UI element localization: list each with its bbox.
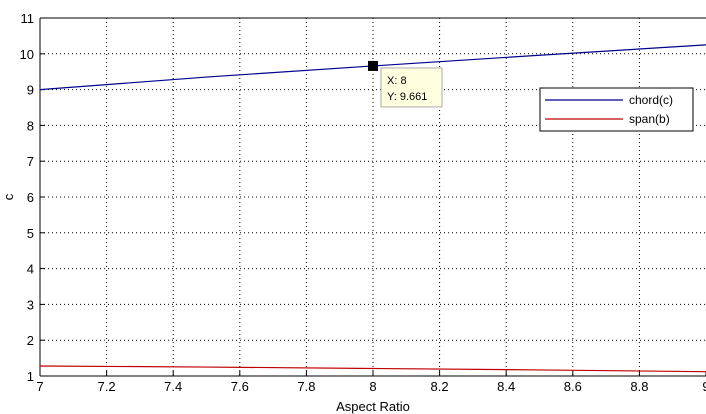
y-tick-label: 11 bbox=[21, 11, 35, 26]
x-tick-label: 9 bbox=[702, 379, 706, 394]
x-tick-label: 7 bbox=[36, 379, 43, 394]
datatip-box bbox=[380, 67, 443, 108]
y-axis-label: c bbox=[1, 193, 16, 200]
legend-label-1: span(b) bbox=[629, 112, 670, 126]
y-tick-label: 2 bbox=[27, 333, 34, 348]
y-tick-label: 8 bbox=[27, 118, 34, 133]
x-tick-label: 8.2 bbox=[431, 379, 449, 394]
x-tick-label: 8 bbox=[369, 379, 376, 394]
x-ticks: 7 7.2 7.4 7.6 7.8 8 8.2 8.4 8.6 8.8 9 bbox=[36, 371, 706, 394]
legend-box bbox=[539, 87, 694, 132]
y-tick-label: 3 bbox=[27, 297, 34, 312]
y-tick-label: 7 bbox=[27, 154, 34, 169]
series-line-1 bbox=[39, 365, 706, 373]
datatip-y-text: Y: 9.661 bbox=[387, 91, 427, 103]
y-tick-label: 4 bbox=[27, 262, 34, 277]
legend[interactable]: chord(c) span(b) bbox=[539, 87, 694, 132]
x-tick-label: 7.4 bbox=[164, 379, 182, 394]
x-tick-label: 7.6 bbox=[231, 379, 249, 394]
x-tick-label: 8.6 bbox=[564, 379, 582, 394]
x-tick-label: 8.4 bbox=[497, 379, 515, 394]
datatip-x-text: X: 8 bbox=[387, 75, 407, 87]
legend-label-0: chord(c) bbox=[629, 93, 673, 107]
y-tick-label: 9 bbox=[27, 83, 34, 98]
x-tick-label: 7.8 bbox=[297, 379, 315, 394]
datatip-marker[interactable] bbox=[368, 60, 378, 71]
y-tick-label: 6 bbox=[27, 190, 34, 205]
x-tick-label: 7.2 bbox=[98, 379, 116, 394]
y-tick-label: 5 bbox=[27, 226, 34, 241]
grid-lines bbox=[40, 18, 706, 376]
y-ticks: 1 2 3 4 5 6 7 8 9 10 11 bbox=[20, 11, 45, 384]
x-axis-label: Aspect Ratio bbox=[336, 399, 410, 414]
y-tick-label: 1 bbox=[27, 369, 34, 384]
y-tick-label: 10 bbox=[20, 47, 34, 62]
datatip[interactable]: X: 8 Y: 9.661 bbox=[368, 60, 443, 108]
x-tick-label: 8.8 bbox=[630, 379, 648, 394]
